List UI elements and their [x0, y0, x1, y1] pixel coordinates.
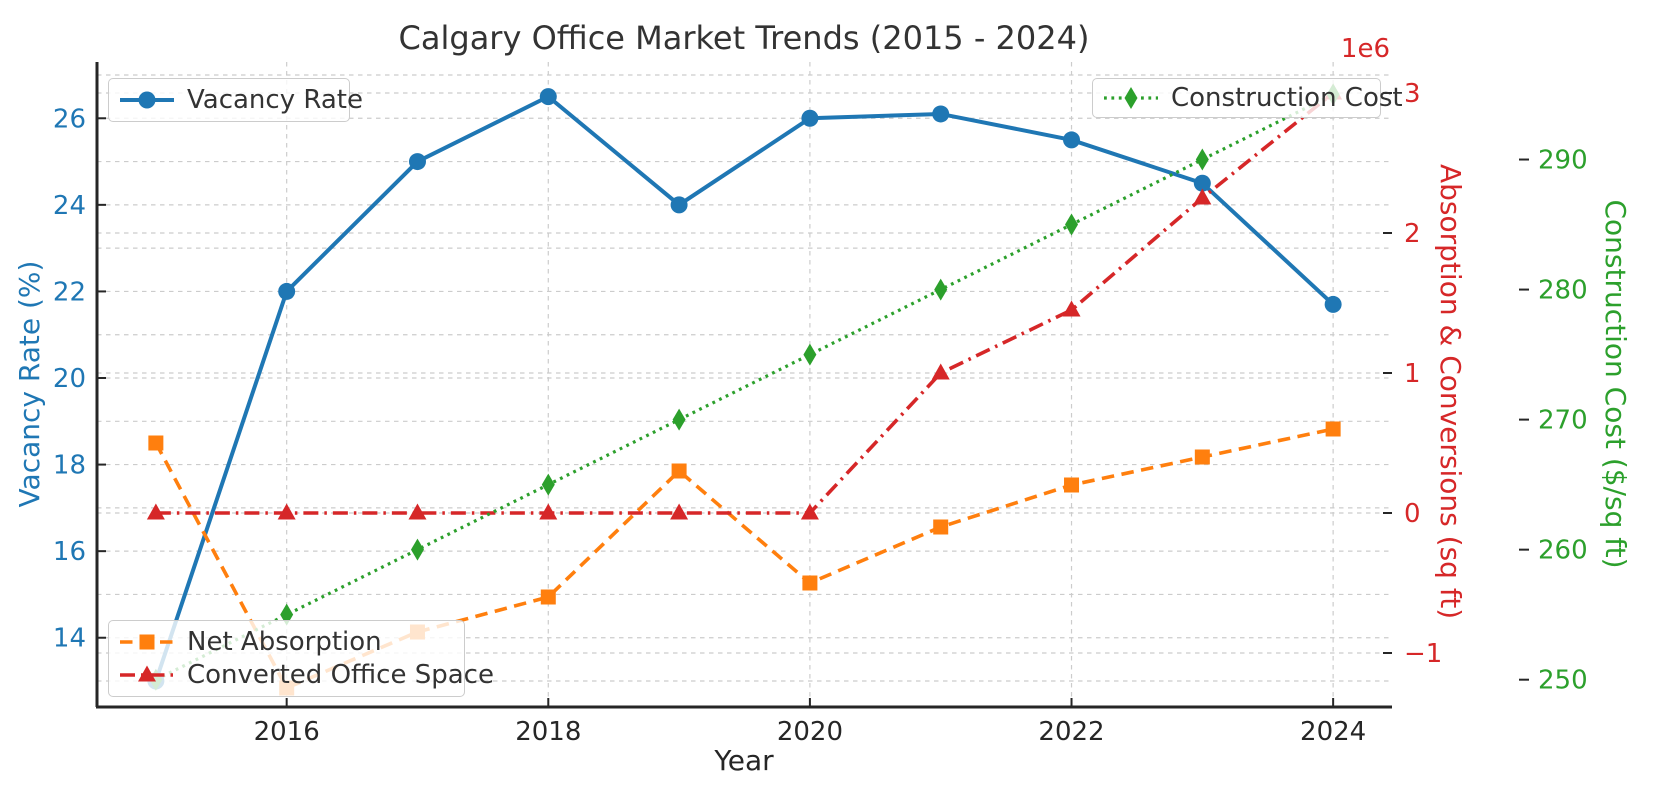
svg-text:270: 270 — [1538, 406, 1588, 436]
legend-item-converted-office-space: Converted Office Space — [119, 659, 494, 693]
legend-swatch-converted-office-space-icon — [119, 663, 175, 687]
svg-text:2022: 2022 — [1038, 717, 1104, 747]
svg-text:3: 3 — [1404, 79, 1421, 109]
legend-swatch-vacancy-rate-icon — [119, 88, 175, 112]
svg-text:22: 22 — [53, 277, 86, 307]
y-axis-label-vacancy: Vacancy Rate (%) — [13, 260, 46, 508]
legend-label: Converted Office Space — [187, 660, 494, 691]
legend-absorption-conversions: Net Absorption Converted Office Space — [108, 620, 494, 697]
legend-item-construction-cost: Construction Cost — [1103, 83, 1403, 113]
svg-text:14: 14 — [53, 624, 86, 654]
svg-text:18: 18 — [53, 451, 86, 481]
svg-text:16: 16 — [53, 537, 86, 567]
y-axis-label-construction: Construction Cost ($/sq ft) — [1599, 199, 1632, 569]
svg-text:1: 1 — [1404, 359, 1421, 389]
legend-swatch-construction-cost-icon — [1103, 86, 1159, 110]
svg-text:0: 0 — [1404, 499, 1421, 529]
svg-text:2016: 2016 — [254, 717, 320, 747]
svg-text:20: 20 — [53, 364, 86, 394]
svg-text:280: 280 — [1538, 276, 1588, 306]
svg-text:2020: 2020 — [777, 717, 843, 747]
legend-item-net-absorption: Net Absorption — [119, 625, 454, 659]
svg-text:250: 250 — [1538, 666, 1588, 696]
legend-label: Construction Cost — [1171, 83, 1403, 113]
svg-text:24: 24 — [53, 191, 86, 221]
svg-text:2: 2 — [1404, 219, 1421, 249]
x-axis-label: Year — [714, 744, 774, 777]
legend-construction-cost: Construction Cost — [1092, 78, 1403, 118]
legend-swatch-net-absorption-icon — [119, 630, 175, 654]
svg-text:2024: 2024 — [1300, 717, 1366, 747]
legend-label: Net Absorption — [187, 626, 382, 657]
svg-text:290: 290 — [1538, 146, 1588, 176]
y-axis-label-absorption: Absorption & Conversions (sq ft) — [1434, 164, 1467, 620]
chart-title: Calgary Office Market Trends (2015 - 202… — [398, 19, 1090, 57]
legend-vacancy-rate: Vacancy Rate — [108, 78, 363, 122]
legend-label: Vacancy Rate — [187, 85, 363, 115]
svg-text:260: 260 — [1538, 536, 1588, 566]
offset-text-1e6: 1e6 — [1340, 34, 1390, 64]
svg-text:−1: −1 — [1404, 639, 1442, 669]
legend-item-vacancy-rate: Vacancy Rate — [119, 83, 363, 117]
svg-text:2018: 2018 — [515, 717, 581, 747]
svg-text:26: 26 — [53, 104, 86, 134]
